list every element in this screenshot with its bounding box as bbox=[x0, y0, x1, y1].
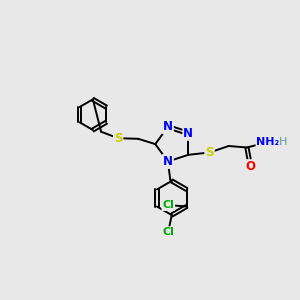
Text: Cl: Cl bbox=[162, 200, 174, 210]
Text: Cl: Cl bbox=[162, 227, 174, 237]
Text: S: S bbox=[114, 132, 122, 145]
Text: H: H bbox=[279, 137, 288, 147]
Text: O: O bbox=[245, 160, 256, 173]
Text: S: S bbox=[205, 146, 214, 159]
Text: N: N bbox=[183, 127, 193, 140]
Text: N: N bbox=[163, 155, 173, 168]
Text: NH₂: NH₂ bbox=[256, 137, 280, 147]
Text: N: N bbox=[163, 120, 173, 133]
